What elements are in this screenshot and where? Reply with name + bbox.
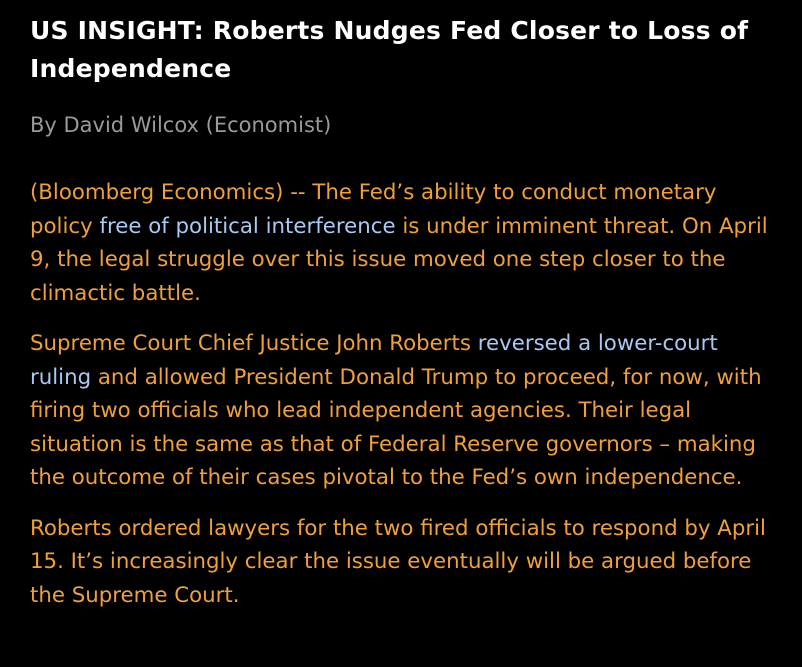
paragraph-text: is under imminent threat. On April 9, th… <box>30 213 768 306</box>
article-link[interactable]: reversed a lower-court ruling <box>30 331 718 390</box>
paragraph: (Bloomberg Economics) -- The Fed’s abili… <box>30 176 776 310</box>
paragraph-text: (Bloomberg Economics) -- The Fed’s abili… <box>30 180 717 239</box>
paragraph: Supreme Court Chief Justice John Roberts… <box>30 327 776 495</box>
article-body: (Bloomberg Economics) -- The Fed’s abili… <box>30 176 776 612</box>
headline: US INSIGHT: Roberts Nudges Fed Closer to… <box>30 16 749 83</box>
byline: By David Wilcox (Economist) <box>30 113 332 137</box>
paragraph-text: Roberts ordered lawyers for the two fire… <box>30 515 766 608</box>
paragraph-text: and allowed President Donald Trump to pr… <box>30 364 762 491</box>
paragraph: Roberts ordered lawyers for the two fire… <box>30 512 776 613</box>
paragraph-text: Supreme Court Chief Justice John Roberts <box>30 331 478 356</box>
article-link[interactable]: free of political interference <box>99 213 396 239</box>
